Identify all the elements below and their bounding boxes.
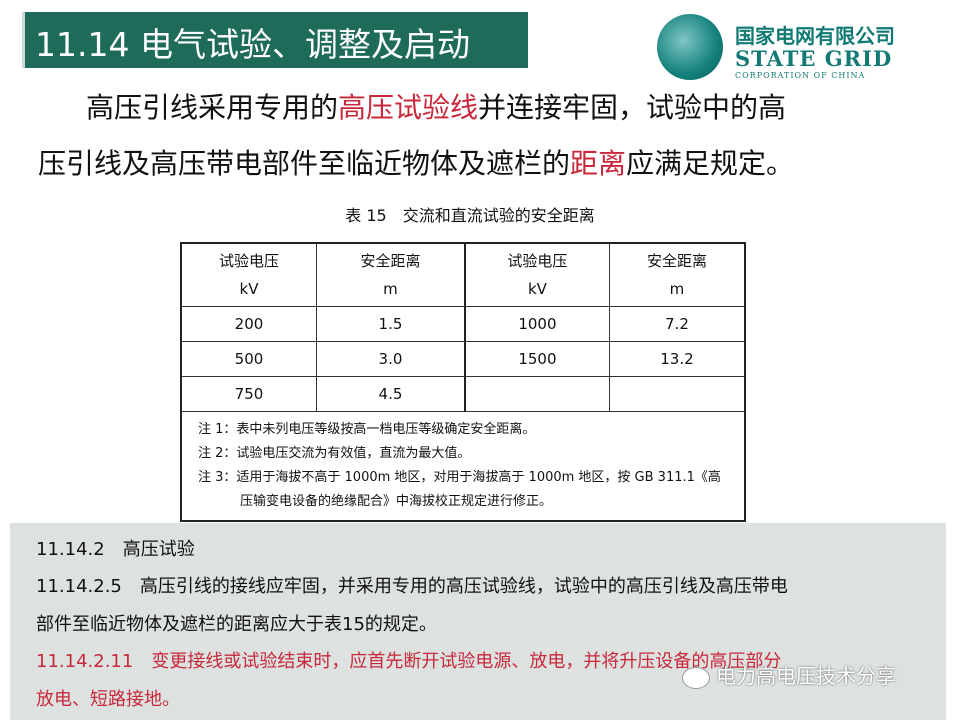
globe-icon xyxy=(657,14,723,80)
cell: 200 xyxy=(180,305,317,342)
watermark-text: 电力高电压技术分享 xyxy=(716,664,896,688)
cell: 4.5 xyxy=(315,375,466,412)
intro-line-1: 高压引线采用专用的高压试验线并连接牢固，试验中的高 xyxy=(86,86,786,126)
note: 压输变电设备的绝缘配合》中海拔校正规定进行修正。 xyxy=(240,493,553,509)
clause-text: 11.14.2.5 高压引线的接线应牢固，并采用专用的高压试验线，试验中的高压引… xyxy=(36,576,788,597)
cell xyxy=(608,375,746,412)
logo-en-sub: CORPORATION OF CHINA xyxy=(735,71,866,80)
cell: 1500 xyxy=(463,340,610,377)
text: 应满足规定。 xyxy=(626,147,795,180)
cell: 13.2 xyxy=(608,340,746,377)
cell: 1.5 xyxy=(315,305,466,342)
standard-excerpt-box: 11.14.2 高压试验 11.14.2.5 高压引线的接线应牢固，并采用专用的… xyxy=(10,523,946,720)
cell: 750 xyxy=(180,375,317,412)
clause-heading: 11.14.2 高压试验 xyxy=(36,539,195,560)
header-cell: 安全距离 m xyxy=(608,242,746,307)
table-row: 200 1.5 1000 7.2 xyxy=(180,305,746,342)
cell: 1000 xyxy=(463,305,610,342)
header-cell: 安全距离 m xyxy=(315,242,466,307)
table-row: 500 3.0 1500 13.2 xyxy=(180,340,746,377)
table-notes-row: 注 1：表中未列电压等级按高一档电压等级确定安全距离。 注 2：试验电压交流为有… xyxy=(180,410,746,521)
notes-cell: 注 1：表中未列电压等级按高一档电压等级确定安全距离。 注 2：试验电压交流为有… xyxy=(180,410,746,521)
safety-distance-table: 试验电压 kV 安全距离 m 试验电压 kV 安全距离 m 200 1.5 1000 7.2 … xyxy=(180,242,746,522)
cell: 7.2 xyxy=(608,305,746,342)
intro-line-2: 压引线及高压带电部件至临近物体及遮栏的距离应满足规定。 xyxy=(38,142,794,182)
text: 并连接牢固，试验中的高 xyxy=(478,91,787,124)
state-grid-logo: 国家电网有限公司 STATE GRID CORPORATION OF CHINA xyxy=(655,12,945,82)
highlight-text: 距离 xyxy=(570,147,627,180)
slide-title: 11.14 电气试验、调整及启动 xyxy=(35,25,470,64)
watermark: 电力高电压技术分享 xyxy=(682,660,896,689)
table-row: 750 4.5 xyxy=(180,375,746,412)
table-caption: 表 15 交流和直流试验的安全距离 xyxy=(345,206,595,225)
text: 压引线及高压带电部件至临近物体及遮栏的 xyxy=(38,147,571,180)
logo-en: STATE GRID xyxy=(735,46,893,71)
clause-text-red: 放电、短路接地。 xyxy=(36,689,180,710)
logo-cn: 国家电网有限公司 xyxy=(735,24,895,48)
wechat-icon xyxy=(682,666,710,689)
table-header-row: 试验电压 kV 安全距离 m 试验电压 kV 安全距离 m xyxy=(180,242,746,307)
header-cell: 试验电压 kV xyxy=(463,242,610,307)
cell: 500 xyxy=(180,340,317,377)
header-cell: 试验电压 kV xyxy=(180,242,317,307)
highlight-text: 高压试验线 xyxy=(338,91,479,124)
text: 高压引线采用专用的 xyxy=(86,91,339,124)
note: 注 1：表中未列电压等级按高一档电压等级确定安全距离。 xyxy=(198,421,536,437)
title-banner: 11.14 电气试验、调整及启动 xyxy=(22,12,528,68)
clause-text-red: 11.14.2.11 变更接线或试验结束时，应首先断开试验电源、放电，并将升压设… xyxy=(36,651,782,672)
note: 注 3：适用于海拔不高于 1000m 地区，对用于海拔高于 1000m 地区，按… xyxy=(198,469,721,485)
clause-text: 部件至临近物体及遮栏的距离应大于表15的规定。 xyxy=(36,614,437,635)
note: 注 2：试验电压交流为有效值，直流为最大值。 xyxy=(198,445,471,461)
cell: 3.0 xyxy=(315,340,466,377)
cell xyxy=(463,375,610,412)
